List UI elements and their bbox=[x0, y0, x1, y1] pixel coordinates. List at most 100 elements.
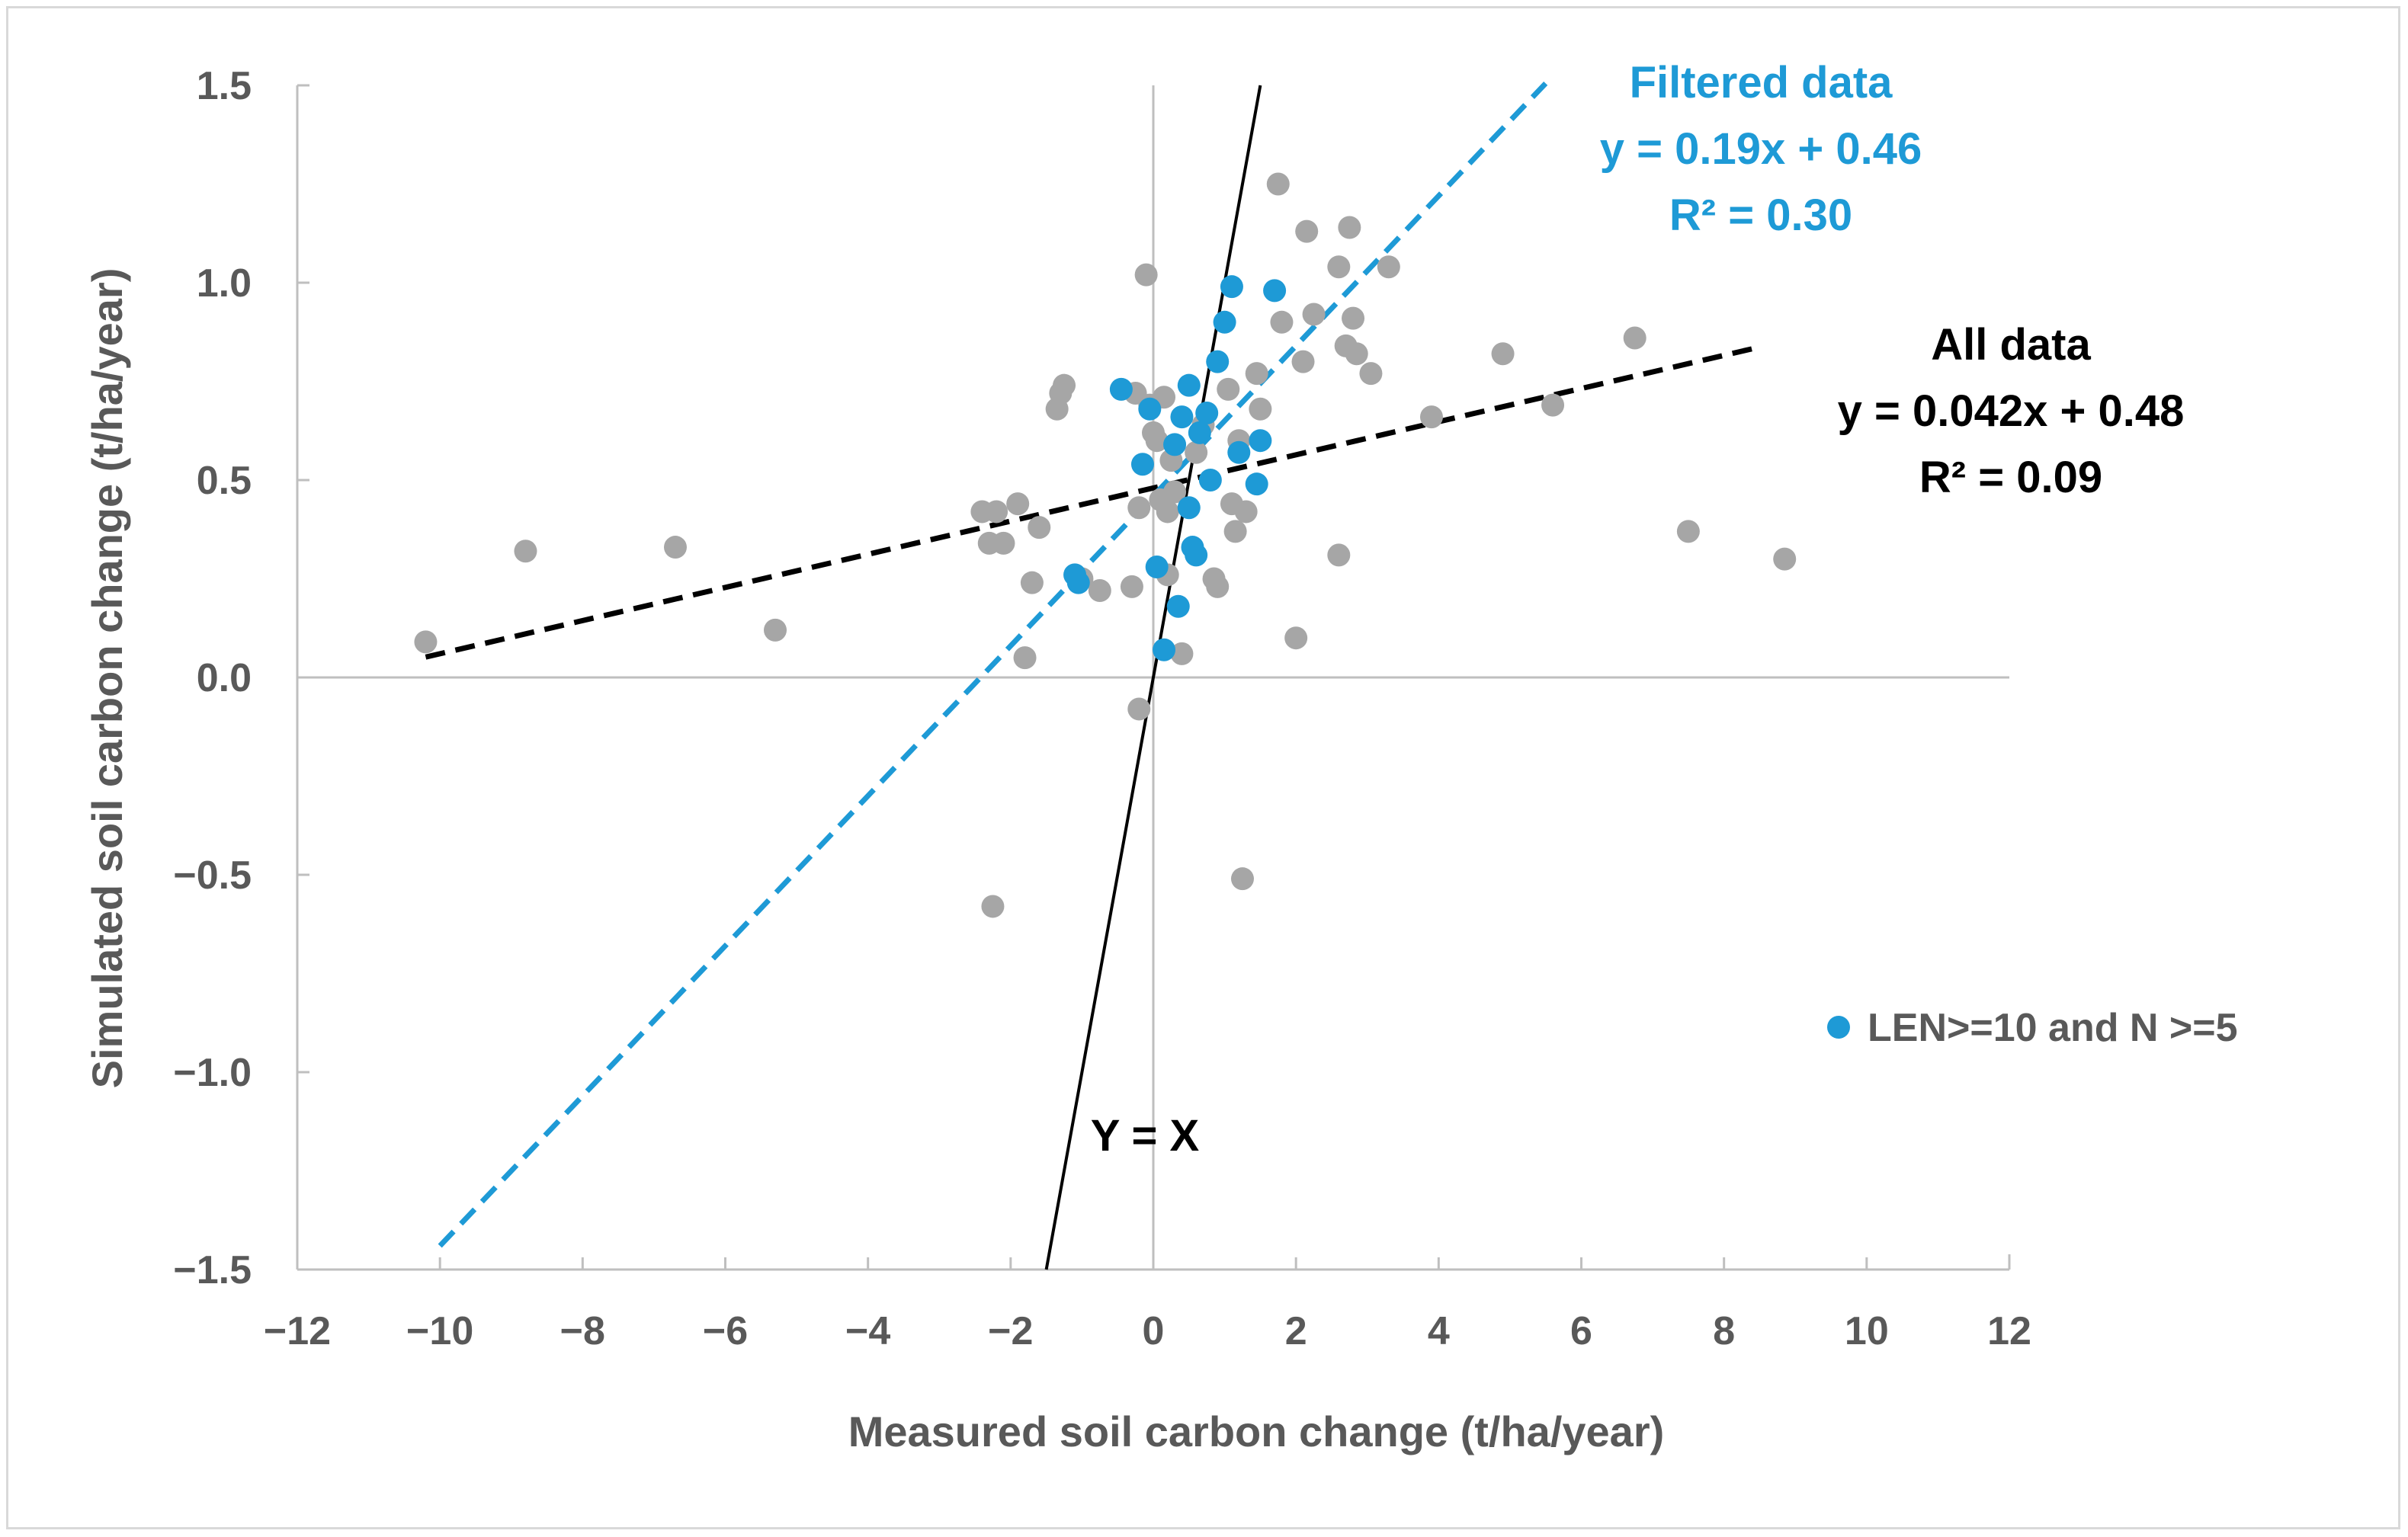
y-tick-label: −1.5 bbox=[173, 1248, 252, 1292]
filtered-data-point bbox=[1166, 594, 1190, 618]
all-data-point bbox=[1291, 350, 1315, 373]
filtered-data-point bbox=[1195, 401, 1219, 424]
x-tick-label: −10 bbox=[406, 1309, 473, 1353]
all-data-point bbox=[1266, 172, 1290, 196]
filtered-data-point bbox=[1170, 405, 1194, 429]
all-data-point bbox=[1217, 377, 1240, 401]
all-data-point bbox=[1245, 362, 1268, 386]
filtered-data-point bbox=[1163, 433, 1187, 456]
data-points bbox=[414, 172, 1797, 918]
x-tick-label: −2 bbox=[988, 1309, 1033, 1353]
y-tick-label: 0.0 bbox=[197, 656, 252, 700]
all-data-point bbox=[1185, 440, 1208, 464]
y-axis-title: Simulated soil carbon change (t/ha/year) bbox=[83, 268, 131, 1089]
all-data-point bbox=[1028, 516, 1051, 540]
all-data-label: All data bbox=[1931, 320, 2091, 370]
all-data-point bbox=[1345, 342, 1368, 366]
all-data-point bbox=[1230, 867, 1254, 891]
legend-label: LEN>=10 and N >=5 bbox=[1868, 1006, 2238, 1050]
all-data-point bbox=[1284, 626, 1308, 650]
filtered-data-point bbox=[1220, 275, 1243, 299]
all-data-trendline bbox=[425, 344, 1761, 660]
filtered-data-point bbox=[1227, 440, 1251, 464]
all-data-point bbox=[1163, 480, 1187, 504]
x-tick-label: −12 bbox=[264, 1309, 331, 1353]
all-data-point bbox=[1127, 697, 1151, 721]
filtered-data-point bbox=[1213, 310, 1236, 334]
filtered-data-point bbox=[1206, 350, 1230, 373]
all-data-point bbox=[1338, 216, 1361, 239]
filtered-data-point bbox=[1185, 543, 1208, 567]
filtered-data-point bbox=[1177, 496, 1201, 520]
x-tick-label: −4 bbox=[845, 1309, 890, 1353]
filtered-data-point bbox=[1198, 469, 1222, 492]
all-data-point bbox=[764, 618, 787, 642]
legend-marker bbox=[1827, 1016, 1850, 1039]
all-data-point bbox=[1377, 255, 1400, 279]
x-tick-label: 8 bbox=[1713, 1309, 1735, 1353]
filtered-data-point bbox=[1138, 397, 1162, 421]
x-tick-label: 10 bbox=[1845, 1309, 1889, 1353]
chart-frame bbox=[6, 6, 2400, 1529]
all-data-point bbox=[1623, 326, 1646, 350]
all-data-point bbox=[1541, 393, 1565, 417]
filtered-data-point bbox=[1263, 279, 1287, 303]
all-data-point bbox=[1491, 342, 1515, 366]
filtered-data-point bbox=[1066, 571, 1090, 594]
all-data-point bbox=[1020, 571, 1044, 594]
filtered-data-point bbox=[1177, 373, 1201, 397]
all-data-point bbox=[992, 531, 1015, 555]
filtered-data-point bbox=[1245, 472, 1268, 496]
x-tick-label: 12 bbox=[1987, 1309, 2031, 1353]
all-data-point bbox=[1006, 492, 1030, 516]
filtered-data-label: Filtered data bbox=[1630, 58, 1893, 107]
x-tick-labels: −12 −10 −8 −6 −4 −2 0 2 4 6 8 10 12 bbox=[264, 1309, 2031, 1353]
all-data-point bbox=[985, 500, 1008, 524]
filtered-data-point bbox=[1188, 421, 1211, 444]
all-data-point bbox=[1234, 500, 1258, 524]
all-data-point bbox=[1127, 496, 1151, 520]
all-data-point bbox=[1145, 429, 1169, 453]
y-tick-label: 0.5 bbox=[197, 459, 252, 503]
filtered-data-point bbox=[1130, 453, 1154, 476]
x-axis-title: Measured soil carbon change (t/ha/year) bbox=[848, 1407, 1665, 1455]
y-tick-label: 1.0 bbox=[197, 261, 252, 306]
filtered-data-r2: R² = 0.30 bbox=[1669, 191, 1852, 240]
all-data-point bbox=[1419, 405, 1443, 429]
all-data-r2: R² = 0.09 bbox=[1919, 453, 2102, 502]
all-data-point bbox=[1359, 362, 1383, 386]
x-tick-label: −6 bbox=[703, 1309, 748, 1353]
all-data-point bbox=[1206, 575, 1230, 598]
all-data-equation: y = 0.042x + 0.48 bbox=[1838, 386, 2185, 436]
all-data-point bbox=[1342, 306, 1365, 330]
x-tick-label: 2 bbox=[1285, 1309, 1307, 1353]
legend: LEN>=10 and N >=5 bbox=[1827, 1006, 2238, 1050]
x-tick-label: 4 bbox=[1428, 1309, 1450, 1353]
y-tick-label: −0.5 bbox=[173, 853, 252, 898]
x-tick-label: 0 bbox=[1143, 1309, 1165, 1353]
all-data-point bbox=[1302, 303, 1326, 326]
all-data-point bbox=[1773, 547, 1797, 571]
all-data-point bbox=[1249, 397, 1272, 421]
all-data-point bbox=[1013, 646, 1037, 670]
all-data-point bbox=[1270, 310, 1294, 334]
y-equals-x-label: Y = X bbox=[1091, 1111, 1200, 1161]
all-data-point bbox=[1120, 575, 1143, 598]
filtered-data-point bbox=[1109, 377, 1133, 401]
all-data-point bbox=[1134, 263, 1158, 287]
all-data-point bbox=[1053, 373, 1076, 397]
y-tick-label: 1.5 bbox=[197, 64, 252, 108]
all-data-point bbox=[514, 540, 537, 563]
filtered-data-point bbox=[1145, 555, 1169, 578]
all-data-point bbox=[1088, 579, 1111, 603]
filtered-data-equation: y = 0.19x + 0.46 bbox=[1600, 124, 1922, 174]
all-data-point bbox=[1295, 219, 1319, 243]
all-data-point bbox=[663, 536, 687, 559]
y-tick-labels: −1.5 −1.0 −0.5 0.0 0.5 1.0 1.5 bbox=[173, 64, 252, 1292]
all-data-point bbox=[1223, 520, 1247, 543]
all-data-point bbox=[414, 630, 438, 654]
filtered-data-point bbox=[1249, 429, 1272, 453]
all-data-point bbox=[1170, 642, 1194, 665]
all-data-point bbox=[981, 895, 1005, 918]
